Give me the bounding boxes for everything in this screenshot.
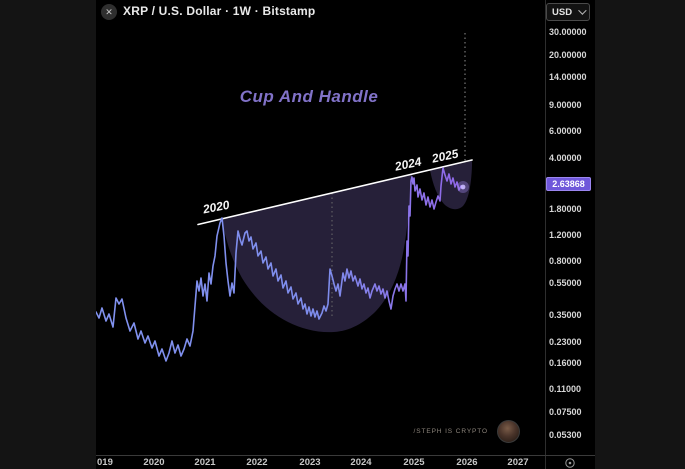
time-axis[interactable]: 019 2020 2021 2022 2023 2024 2025 2026 2027	[96, 456, 545, 469]
time-axis-separator	[96, 455, 595, 456]
trendline-year-label: 2025	[430, 146, 460, 166]
time-tick-label: 2023	[299, 457, 321, 468]
price-axis[interactable]: 30.00000 20.00000 14.00000 9.00000 6.00000 4.…	[546, 23, 595, 455]
time-tick-label: 2027	[507, 457, 529, 468]
currency-selector-label: USD	[552, 6, 573, 18]
currency-selector[interactable]: USD	[546, 3, 590, 21]
price-tick-label: 4.00000	[549, 153, 582, 163]
watermark-avatar	[497, 420, 520, 443]
price-tick-label: 30.00000	[549, 27, 587, 37]
time-tick-label: 2022	[246, 457, 268, 468]
resistance-trendline	[197, 159, 473, 226]
price-tick-label: 6.00000	[549, 126, 582, 136]
price-tick-label: 1.20000	[549, 230, 582, 240]
watermark-text: /STEPH IS CRYPTO	[413, 428, 488, 435]
close-icon[interactable]: ✕	[101, 4, 117, 20]
current-price-tag: 2.63868	[546, 177, 591, 191]
watermark: /STEPH IS CRYPTO	[414, 420, 546, 446]
price-tick-label: 0.05300	[549, 430, 582, 440]
price-tick-label: 9.00000	[549, 100, 582, 110]
trendline-year-label: 2020	[201, 198, 231, 217]
price-tick-label: 0.55000	[549, 278, 582, 288]
chart-topbar: ✕ XRP / U.S. Dollar · 1W · Bitstamp	[96, 0, 545, 23]
price-tick-label: 0.16000	[549, 358, 582, 368]
price-line	[96, 167, 464, 362]
price-tick-label: 0.07500	[549, 407, 582, 417]
chevron-down-icon	[578, 6, 587, 15]
price-axis-separator	[545, 0, 546, 469]
trading-app-window: ✕ XRP / U.S. Dollar · 1W · Bitstamp USD …	[96, 0, 595, 469]
price-tick-label: 0.11000	[549, 384, 582, 394]
price-tick-label: 0.80000	[549, 256, 582, 266]
price-tick-label: 0.23000	[549, 337, 582, 347]
time-tick-label: 2026	[456, 457, 478, 468]
time-tick-label: 2020	[143, 457, 165, 468]
trendline-year-label: 2024	[393, 154, 423, 174]
price-tick-label: 0.35000	[549, 310, 582, 320]
price-tick-label: 14.00000	[549, 72, 587, 82]
price-chart-canvas[interactable]: 2020 2024 2025 Cup And Handle	[96, 0, 545, 455]
time-tick-label: 2021	[194, 457, 216, 468]
current-price-dot	[460, 184, 466, 190]
axis-settings-target-icon[interactable]	[564, 457, 576, 469]
cup-pattern-fill	[222, 174, 412, 333]
symbol-title: XRP / U.S. Dollar · 1W · Bitstamp	[123, 4, 316, 18]
pattern-name-label: Cup And Handle	[240, 87, 379, 106]
time-tick-label: 019	[97, 457, 113, 468]
price-tick-label: 1.80000	[549, 204, 582, 214]
time-tick-label: 2025	[403, 457, 425, 468]
time-tick-label: 2024	[350, 457, 372, 468]
price-tick-label: 20.00000	[549, 50, 587, 60]
